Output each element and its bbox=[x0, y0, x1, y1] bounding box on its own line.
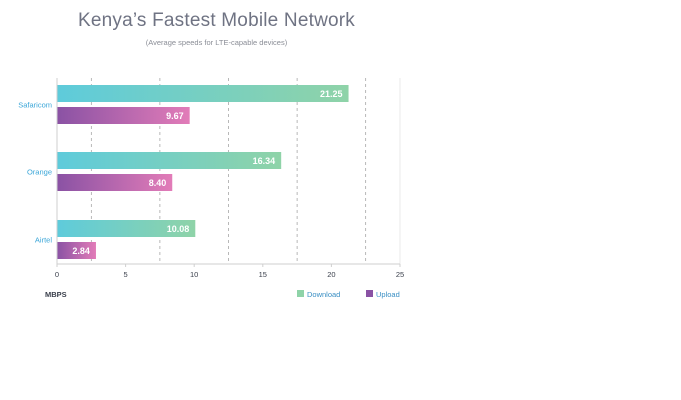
bar-download bbox=[57, 220, 196, 237]
bar-upload bbox=[57, 242, 96, 259]
bar-upload bbox=[57, 174, 173, 191]
x-tick-label: 25 bbox=[396, 270, 404, 279]
legend-label: Download bbox=[307, 290, 340, 299]
data-label: 9.67 bbox=[166, 111, 184, 121]
legend: Download Upload bbox=[297, 290, 400, 299]
data-label: 10.08 bbox=[167, 224, 190, 234]
legend-swatch-upload bbox=[366, 290, 373, 297]
x-tick-label: 10 bbox=[190, 270, 198, 279]
x-tick-label: 20 bbox=[327, 270, 335, 279]
chart-title: Kenya’s Fastest Mobile Network bbox=[77, 10, 356, 31]
category-label: Orange bbox=[27, 168, 52, 177]
category-label: Airtel bbox=[35, 236, 52, 245]
category-label: Safaricom bbox=[18, 101, 52, 110]
data-label: 2.84 bbox=[72, 246, 90, 256]
x-axis-label: MBPS bbox=[45, 290, 67, 299]
chart-subtitle: (Average speeds for LTE-capable devices) bbox=[145, 38, 288, 47]
legend-label: Upload bbox=[376, 290, 400, 299]
data-label: 21.25 bbox=[320, 89, 343, 99]
x-tick-label: 5 bbox=[124, 270, 128, 279]
bar-download bbox=[57, 152, 282, 169]
x-tick-label: 15 bbox=[259, 270, 267, 279]
bar-download bbox=[57, 85, 349, 102]
data-label: 16.34 bbox=[253, 156, 276, 166]
legend-swatch-download bbox=[297, 290, 304, 297]
data-label: 8.40 bbox=[149, 178, 167, 188]
bar-upload bbox=[57, 107, 190, 124]
x-tick-label: 0 bbox=[55, 270, 59, 279]
